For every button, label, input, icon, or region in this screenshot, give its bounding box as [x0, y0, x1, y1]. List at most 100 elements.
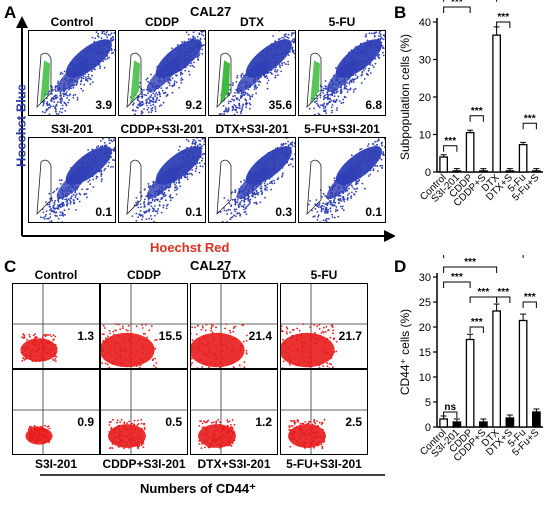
bar: [492, 34, 501, 173]
y-axis-label: CD44⁺ cells (%): [398, 309, 412, 395]
bar: [505, 417, 515, 428]
hoechst-scatter: [306, 138, 385, 222]
significance-bracket: [469, 326, 484, 333]
significance-label: ***: [524, 292, 536, 303]
significance-bracket: [443, 411, 458, 418]
bar: [518, 319, 528, 428]
panel-a-plot-label: DTX: [240, 15, 264, 29]
significance-bracket: [443, 281, 471, 288]
panel-a-plot-label: CDDP: [144, 15, 179, 29]
cd44-scatter: [101, 284, 187, 368]
y-tick-label: 0: [425, 167, 431, 179]
hoechst-scatter: [126, 31, 205, 115]
significance-bracket: [443, 145, 458, 152]
significance-label: ***: [471, 106, 483, 117]
significance-bracket: [443, 266, 498, 273]
bar: [465, 131, 475, 173]
panel-a-plot-label: 5-FU+S3I-201: [304, 122, 380, 136]
hoechst-scatter: [126, 138, 205, 222]
significance-label: ***: [471, 317, 483, 328]
panel-letter-c: C: [4, 257, 17, 276]
panel-a-flow-plot: [208, 137, 296, 223]
panel-a-flow-plot: [118, 137, 206, 223]
significance-bracket: [443, 255, 524, 258]
panel-a-flow-plot: [298, 137, 386, 223]
hoechst-scatter: [216, 31, 295, 115]
significance-label: ns: [444, 402, 456, 413]
bar: [452, 421, 462, 428]
cd44-scatter: [281, 370, 367, 454]
panel-c-plot-label: 5-FU: [310, 268, 338, 282]
y-tick-label: 10: [419, 372, 431, 384]
y-tick-label: 20: [419, 322, 431, 334]
panel-a-plot-label: Control: [50, 15, 94, 29]
panel-a-flow-plot: [118, 30, 206, 116]
panel-c-flow-plot: [280, 369, 368, 455]
bar: [479, 170, 488, 173]
significance-label: ***: [478, 287, 490, 298]
panel-c-plot-label: CDDP: [126, 268, 161, 282]
side-population-value: 0.1: [95, 205, 112, 219]
panel-c-plot-label: DTX: [222, 268, 246, 282]
significance-bracket: [522, 301, 537, 308]
y-tick-label: 0: [425, 422, 431, 434]
y-axis-label: Subpopulation cells (%): [398, 34, 412, 160]
panel-c-plot-label: 5-FU+S3I-201: [286, 457, 362, 471]
cd44-quadrant-value: 21.7: [338, 329, 362, 343]
bar: [532, 170, 541, 173]
cd44-quadrant-value: 2.5: [345, 415, 362, 429]
significance-bracket: [496, 296, 511, 303]
bar: [532, 411, 541, 428]
panel-c-title: CAL27: [190, 258, 232, 273]
panel-c-flow-plot: [100, 369, 188, 455]
side-population-value: 9.2: [185, 98, 202, 112]
panel-letter-b: B: [394, 3, 407, 22]
bar: [505, 170, 515, 173]
panel-a-plot-label: CDDP+S3I-201: [120, 122, 204, 136]
cd44-quadrant-value: 21.4: [248, 329, 272, 343]
y-tick-label: 10: [419, 130, 431, 142]
side-population-value: 0.1: [185, 205, 202, 219]
panel-a-plot-label: DTX+S3I-201: [215, 122, 289, 136]
panel-a-axes: [16, 16, 395, 242]
side-population-value: 6.8: [365, 98, 382, 112]
side-population-value: 0.1: [365, 205, 382, 219]
significance-bracket: [522, 122, 537, 130]
y-tick-label: 40: [419, 17, 431, 29]
significance-bracket: [469, 115, 484, 122]
cd44-quadrant-value: 0.9: [77, 415, 94, 429]
panel-c-flow-plot: [12, 369, 100, 455]
panel-a-plot-label: 5-FU: [328, 15, 356, 29]
panel-c-plot-label: Control: [34, 268, 78, 282]
hoechst-scatter: [36, 138, 115, 222]
significance-label: ***: [497, 287, 509, 298]
cd44-scatter: [101, 370, 187, 454]
significance-label: ***: [451, 0, 463, 8]
significance-label: ***: [464, 257, 476, 268]
cd44-scatter: [13, 284, 99, 368]
y-tick-label: 30: [419, 55, 431, 67]
panel-c-flow-plot: [280, 283, 368, 369]
hoechst-scatter: [306, 31, 385, 115]
panel-c-flow-plot: [190, 369, 278, 455]
panel-a-flow-plot: [208, 30, 296, 116]
cd44-scatter: [191, 284, 277, 368]
panel-c-flow-plot: [190, 283, 278, 369]
bar: [465, 338, 475, 428]
bar: [439, 156, 448, 173]
y-tick-label: 15: [419, 347, 431, 359]
cd44-scatter: [281, 284, 367, 368]
panel-c-plot-label: CDDP+S3I-201: [102, 457, 186, 471]
panel-a-x-label: Hoechst Red: [150, 240, 230, 255]
cd44-quadrant-value: 1.3: [77, 329, 94, 343]
significance-label: ***: [524, 113, 536, 124]
panel-a-flow-plot: [28, 30, 116, 116]
panel-c-flow-plot: [100, 283, 188, 369]
significance-label: ***: [497, 12, 509, 23]
panel-c-flow-plot: [12, 283, 100, 369]
y-tick-label: 5: [425, 397, 431, 409]
panel-c-plot-label: DTX+S3I-201: [197, 457, 271, 471]
cd44-scatter: [13, 370, 99, 454]
